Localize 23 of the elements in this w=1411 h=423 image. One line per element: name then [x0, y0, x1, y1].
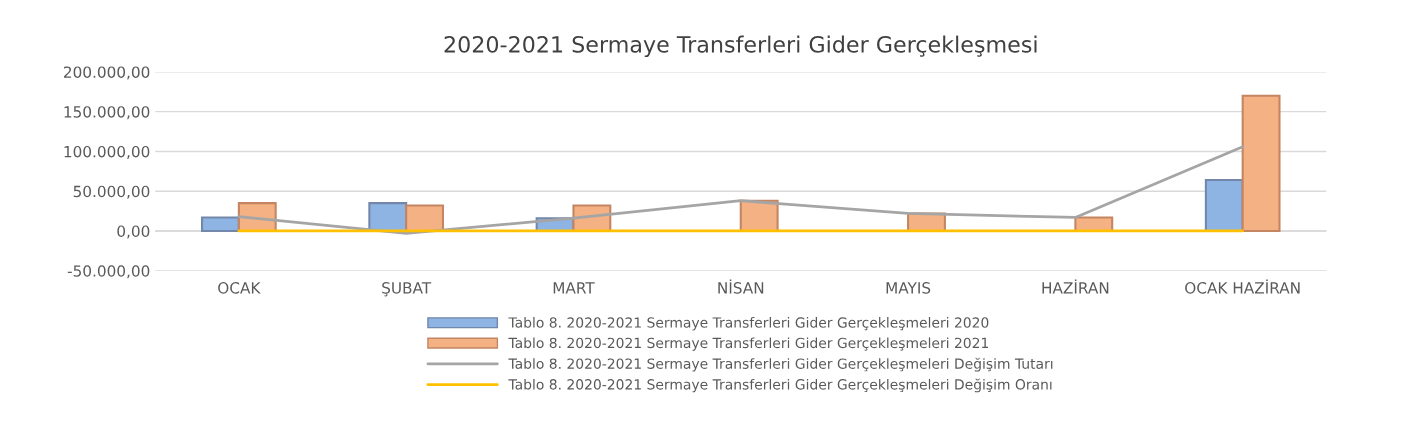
legend-label: Tablo 8. 2020-2021 Sermaye Transferleri Gider Gerçekleşmeleri Değişim Tutarı	[508, 357, 1053, 372]
legend-label: Tablo 8. 2020-2021 Sermaye Transferleri Gider Gerçekleşmeleri 2020	[508, 317, 989, 331]
y-tick-label: -50.000,00	[67, 265, 150, 279]
y-tick-label: 50.000,00	[73, 185, 150, 199]
x-tick-label: OCAK HAZİRAN	[1185, 279, 1300, 294]
y-tick-label: 150.000,00	[64, 106, 150, 120]
x-tick-label: MART	[553, 282, 595, 294]
y-tick-label: 200.000,00	[63, 66, 150, 80]
x-tick-label: HAZİRAN	[1042, 279, 1109, 294]
x-tick-label: OCAK	[218, 282, 261, 294]
bar	[201, 216, 240, 232]
x-tick-label: NİSAN	[718, 279, 764, 294]
y-tick-label: 0,00	[117, 225, 150, 239]
chart-title: 2020-2021 Sermaye Transferleri Gider Gerçekleşmesi	[444, 35, 1037, 58]
legend-label: Tablo 8. 2020-2021 Sermaye Transferleri Gider Gerçekleşmeleri 2021	[508, 337, 989, 351]
x-tick-label: MAYIS	[886, 282, 931, 294]
bar	[1204, 179, 1244, 232]
y-tick-label: 100.000,00	[64, 145, 150, 160]
line-series	[237, 145, 1245, 235]
x-tick-label: ŞUBAT	[382, 282, 432, 297]
bar	[1241, 94, 1281, 232]
legend-label: Tablo 8. 2020-2021 Sermaye Transferleri Gider Gerçekleşmeleri Değişim Oranı	[508, 378, 1052, 393]
bar	[405, 204, 445, 232]
